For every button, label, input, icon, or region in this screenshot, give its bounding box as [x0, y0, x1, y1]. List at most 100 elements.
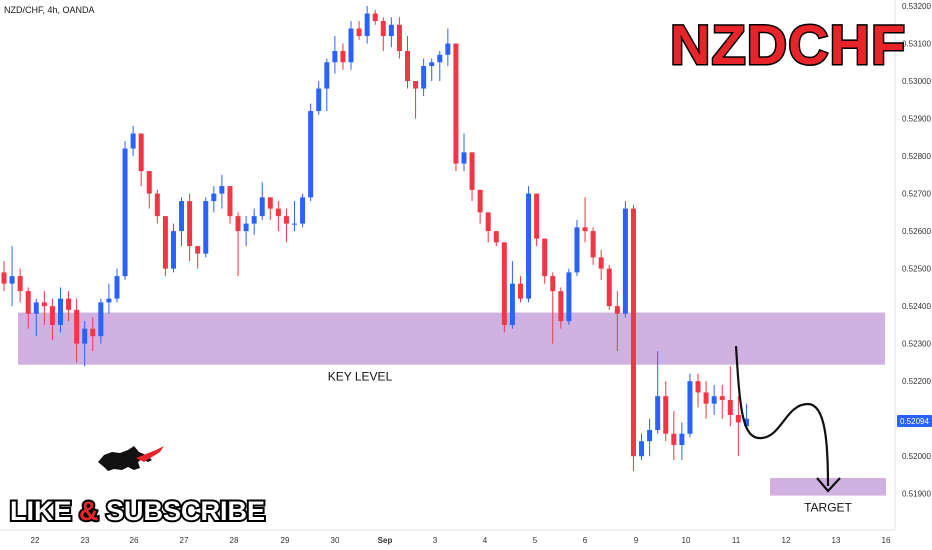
- x-tick-label: 29: [281, 536, 290, 545]
- candle-body: [630, 208, 636, 457]
- candle-body: [17, 276, 23, 292]
- candle: [98, 298, 104, 344]
- candle-body: [493, 231, 499, 243]
- candle: [405, 36, 410, 89]
- candle: [703, 381, 709, 419]
- candle: [316, 81, 322, 115]
- x-tick-label: 5: [533, 536, 538, 545]
- candle: [251, 208, 257, 235]
- y-tick-label: 0.52700: [902, 190, 931, 199]
- x-tick-label: 13: [832, 536, 841, 545]
- candle-body: [687, 381, 693, 434]
- candle: [711, 384, 717, 415]
- candle: [437, 51, 443, 82]
- candle-body: [227, 186, 233, 217]
- candle-body: [49, 306, 55, 325]
- candle: [735, 396, 741, 457]
- candle: [534, 193, 540, 247]
- candle-body: [639, 441, 645, 457]
- candle: [421, 58, 427, 97]
- candle-body: [41, 302, 47, 307]
- current-price-tag: [897, 414, 932, 427]
- candle: [219, 174, 225, 209]
- candle-body: [396, 24, 402, 52]
- candle-body: [203, 201, 209, 254]
- candle: [211, 186, 217, 213]
- candle-body: [219, 186, 225, 194]
- x-tick-label: 28: [230, 536, 239, 545]
- candle: [332, 36, 338, 74]
- candle-body: [437, 54, 443, 63]
- candle-body: [517, 283, 523, 299]
- candle: [122, 141, 128, 280]
- candle-body: [679, 433, 685, 445]
- candle: [655, 351, 661, 434]
- promo-like: LIKE: [10, 496, 72, 526]
- candle-body: [574, 227, 580, 273]
- candle: [396, 17, 402, 59]
- candle: [517, 276, 523, 303]
- candle-body: [308, 111, 314, 198]
- candle-body: [1, 272, 7, 284]
- candle: [187, 193, 193, 262]
- candle-body: [622, 208, 628, 314]
- candle: [57, 287, 63, 333]
- candle-body: [655, 396, 661, 430]
- candle: [388, 17, 394, 48]
- candle-body: [735, 414, 741, 423]
- candle: [292, 201, 298, 232]
- candle-body: [485, 212, 491, 232]
- candle-body: [211, 193, 217, 202]
- candle-body: [82, 328, 88, 344]
- candle: [9, 246, 15, 307]
- candle: [114, 268, 120, 303]
- candle: [41, 291, 47, 325]
- candle: [679, 422, 685, 460]
- candle: [49, 298, 55, 340]
- candle-body: [292, 223, 298, 225]
- candle: [235, 212, 241, 277]
- candle-body: [380, 21, 386, 37]
- candle-body: [598, 257, 604, 269]
- candle-body: [582, 227, 588, 232]
- candle-body: [695, 381, 701, 393]
- candle: [340, 43, 346, 70]
- candle: [82, 321, 88, 367]
- y-tick-label: 0.52200: [902, 377, 931, 386]
- bull-icon: [98, 446, 152, 471]
- candle-body: [348, 28, 354, 63]
- candle-body: [251, 216, 257, 224]
- candle-body: [138, 133, 144, 172]
- candle-body: [122, 148, 128, 277]
- candle: [195, 246, 201, 269]
- candle-body: [179, 201, 185, 232]
- candle-body: [566, 272, 572, 322]
- x-tick-label: 6: [583, 536, 588, 545]
- candle-body: [146, 171, 152, 194]
- target-zone: [770, 477, 886, 496]
- bull-red-icon: [136, 446, 164, 462]
- candle: [162, 216, 168, 277]
- target-label: TARGET: [804, 501, 852, 515]
- candle: [138, 133, 144, 187]
- candle: [501, 242, 507, 333]
- candle-body: [453, 43, 459, 164]
- candle: [227, 186, 233, 224]
- candle: [445, 28, 451, 67]
- candle: [606, 264, 612, 310]
- candle-body: [356, 28, 362, 37]
- candle-body: [130, 133, 136, 149]
- candle-body: [445, 43, 451, 55]
- x-tick-label: 16: [882, 536, 891, 545]
- candle: [598, 249, 604, 280]
- candle-body: [90, 328, 96, 337]
- candle: [413, 81, 419, 119]
- candle: [469, 152, 475, 202]
- candle: [493, 231, 499, 247]
- candle-body: [542, 238, 548, 277]
- y-tick-label: 0.52800: [902, 152, 931, 161]
- candle-body: [606, 268, 612, 307]
- candle: [74, 298, 80, 363]
- candle-body: [477, 189, 483, 213]
